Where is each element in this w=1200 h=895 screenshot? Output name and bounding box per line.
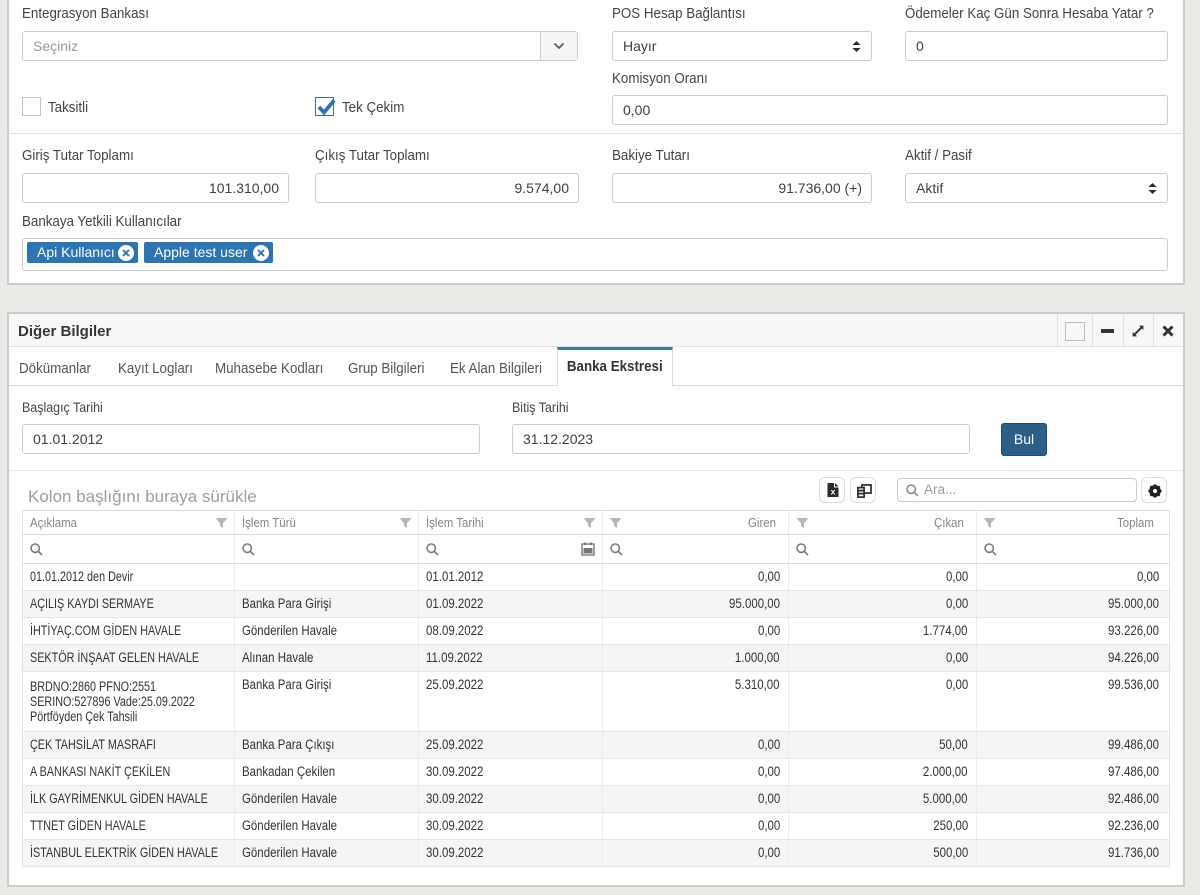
svg-text:x: x [831, 487, 836, 497]
